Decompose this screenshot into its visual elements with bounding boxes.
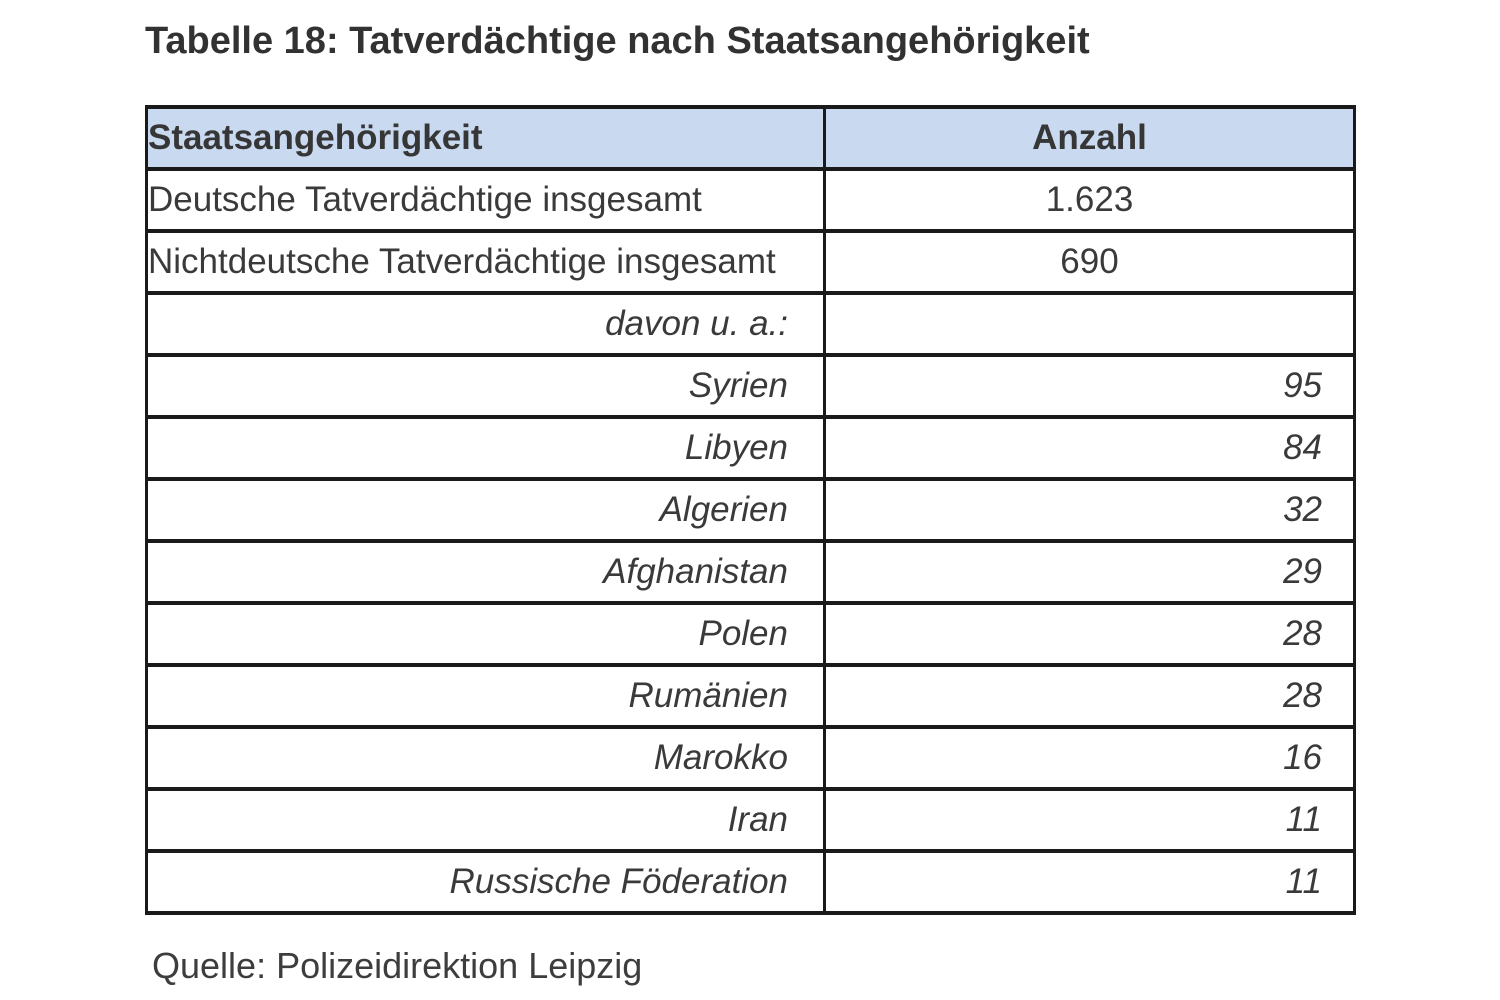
table-row-rumaenien: Rumänien 28 [145, 663, 1356, 729]
source-note: Quelle: Polizeidirektion Leipzig [152, 945, 643, 986]
row-label-cell: Nichtdeutsche Tatverdächtige insgesamt [145, 229, 826, 295]
row-value-cell: 1.623 [823, 167, 1356, 233]
row-value-cell: 32 [823, 477, 1356, 543]
row-value-cell: 84 [823, 415, 1356, 481]
row-value-cell: 11 [823, 849, 1356, 915]
header-cell-count: Anzahl [823, 105, 1356, 171]
row-value-cell: 16 [823, 725, 1356, 791]
page-title: Tabelle 18: Tatverdächtige nach Staatsan… [145, 20, 1090, 62]
row-label-cell: Afghanistan [145, 539, 826, 605]
table-row-syrien: Syrien 95 [145, 353, 1356, 419]
table-row-algerien: Algerien 32 [145, 477, 1356, 543]
row-label-cell: Syrien [145, 353, 826, 419]
row-label-cell: davon u. a.: [145, 291, 826, 357]
row-label-cell: Deutsche Tatverdächtige insgesamt [145, 167, 826, 233]
row-value-cell: 28 [823, 663, 1356, 729]
row-label-cell: Algerien [145, 477, 826, 543]
table-row-libyen: Libyen 84 [145, 415, 1356, 481]
table-row-afghanistan: Afghanistan 29 [145, 539, 1356, 605]
row-label-cell: Russische Föderation [145, 849, 826, 915]
table-row-subheading: davon u. a.: [145, 291, 1356, 357]
row-label-cell: Libyen [145, 415, 826, 481]
table-row-iran: Iran 11 [145, 787, 1356, 853]
suspects-by-nationality-table: Staatsangehörigkeit Anzahl Deutsche Tatv… [145, 105, 1356, 915]
table-row-russische-foederation: Russische Föderation 11 [145, 849, 1356, 915]
row-label-cell: Polen [145, 601, 826, 667]
table-row-polen: Polen 28 [145, 601, 1356, 667]
row-value-cell: 11 [823, 787, 1356, 853]
row-value-cell: 28 [823, 601, 1356, 667]
row-value-cell: 29 [823, 539, 1356, 605]
header-cell-nationality: Staatsangehörigkeit [145, 105, 826, 171]
row-label-cell: Rumänien [145, 663, 826, 729]
row-value-cell: 690 [823, 229, 1356, 295]
table-row-nongerman-total: Nichtdeutsche Tatverdächtige insgesamt 6… [145, 229, 1356, 295]
row-label-cell: Iran [145, 787, 826, 853]
row-label-cell: Marokko [145, 725, 826, 791]
table-header-row: Staatsangehörigkeit Anzahl [145, 105, 1356, 171]
row-value-cell [823, 291, 1356, 357]
row-value-cell: 95 [823, 353, 1356, 419]
table-row-german-total: Deutsche Tatverdächtige insgesamt 1.623 [145, 167, 1356, 233]
table-row-marokko: Marokko 16 [145, 725, 1356, 791]
